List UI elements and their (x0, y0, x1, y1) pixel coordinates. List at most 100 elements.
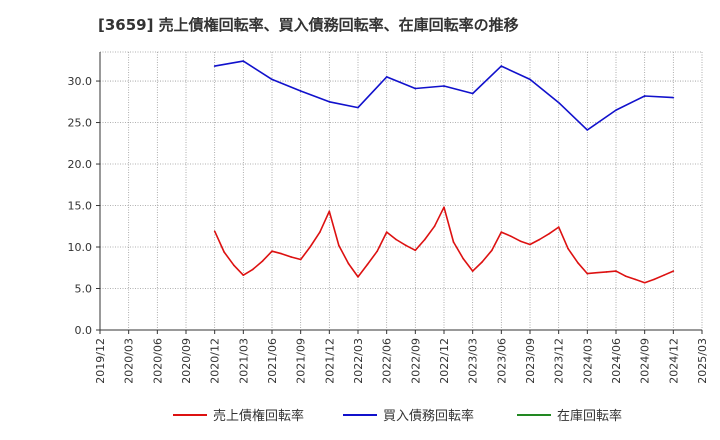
data-point (271, 250, 273, 252)
data-point (242, 60, 245, 62)
data-point (519, 240, 522, 243)
data-point (261, 260, 264, 262)
x-tick-label: 2023/12 (553, 338, 566, 384)
x-tick-label: 2020/12 (209, 338, 222, 384)
data-point (328, 100, 331, 103)
data-point (529, 243, 531, 246)
data-point (443, 85, 445, 87)
data-point (290, 256, 293, 258)
data-point (242, 274, 245, 277)
x-tick-label: 2021/03 (237, 338, 250, 384)
data-point (577, 261, 579, 264)
legend: 売上債権回転率 買入債務回転率 在庫回転率 (173, 408, 622, 424)
data-point (357, 276, 359, 278)
legend-label-2: 買入債務回転率 (383, 408, 474, 424)
y-tick-label: 10.0 (68, 241, 93, 254)
data-point (586, 272, 589, 275)
data-point (624, 275, 627, 277)
x-tick-label: 2024/12 (667, 338, 680, 384)
data-point (595, 271, 598, 274)
x-tick-label: 2021/06 (266, 338, 279, 384)
data-point (309, 246, 311, 248)
x-tick-label: 2020/09 (180, 338, 193, 384)
data-point (672, 270, 675, 272)
data-point (509, 235, 512, 238)
data-point (471, 270, 474, 272)
chart-title: [3659] 売上債権回転率、買入債務回転率、在庫回転率の推移 (98, 16, 519, 34)
x-tick-label: 2022/06 (381, 338, 394, 384)
data-point (414, 87, 417, 90)
data-point (452, 241, 455, 243)
data-point (462, 257, 465, 260)
data-point (491, 249, 493, 252)
data-point (319, 231, 321, 233)
data-point (615, 270, 617, 272)
data-point (423, 238, 426, 241)
data-point (347, 262, 350, 265)
x-tick-label: 2022/03 (352, 338, 365, 384)
data-point (405, 244, 407, 247)
data-point (328, 210, 331, 213)
data-point (395, 238, 397, 241)
y-tick-label: 15.0 (68, 200, 93, 213)
x-tick-label: 2020/06 (151, 338, 164, 384)
data-point (251, 268, 254, 271)
x-tick-label: 2021/09 (295, 338, 308, 384)
data-point (634, 278, 637, 281)
x-tick-label: 2023/09 (524, 338, 537, 384)
data-point (605, 271, 608, 273)
data-point (567, 247, 569, 250)
data-point (280, 252, 283, 255)
x-tick-label: 2021/12 (323, 338, 336, 384)
x-tick-label: 2022/09 (409, 338, 422, 384)
data-point (615, 109, 617, 111)
x-tick-label: 2024/06 (610, 338, 623, 384)
data-point (643, 95, 646, 97)
data-point (233, 264, 235, 267)
x-tick-label: 2022/12 (438, 338, 451, 384)
y-tick-label: 30.0 (68, 75, 93, 88)
x-tick-label: 2024/03 (581, 338, 594, 384)
data-point (299, 90, 302, 92)
y-tick-label: 20.0 (68, 158, 93, 171)
series-layer (213, 60, 675, 284)
data-point (529, 78, 531, 81)
data-point (366, 263, 369, 266)
data-point (557, 101, 560, 104)
data-point (213, 230, 216, 233)
x-tick-label: 2023/06 (495, 338, 508, 384)
data-point (385, 231, 388, 233)
data-point (376, 250, 379, 252)
data-point (433, 225, 436, 228)
data-point (557, 226, 560, 228)
x-tick-label: 2023/03 (467, 338, 480, 384)
data-point (643, 281, 646, 284)
grid-layer (100, 51, 703, 330)
x-tick-label: 2025/03 (696, 338, 709, 384)
legend-label-1: 売上債権回転率 (213, 408, 304, 424)
x-tick-label: 2019/12 (94, 338, 107, 384)
data-point (414, 249, 417, 252)
data-point (299, 258, 302, 261)
data-point (471, 92, 474, 95)
data-point (337, 244, 340, 247)
data-point (271, 78, 273, 81)
data-point (663, 274, 665, 277)
data-point (357, 106, 359, 109)
x-tick-label: 2020/03 (123, 338, 136, 384)
x-tick-label: 2024/09 (639, 338, 652, 384)
data-point (500, 65, 503, 67)
data-point (500, 231, 503, 233)
data-point (538, 238, 541, 241)
data-point (653, 278, 655, 281)
y-tick-label: 25.0 (68, 117, 93, 130)
data-point (672, 96, 675, 99)
data-point (548, 232, 551, 235)
data-point (586, 129, 589, 131)
data-point (213, 65, 216, 67)
data-point (223, 251, 225, 253)
data-point (481, 261, 483, 263)
y-tick-label: 5.0 (75, 283, 93, 296)
legend-label-3: 在庫回転率 (557, 408, 622, 424)
